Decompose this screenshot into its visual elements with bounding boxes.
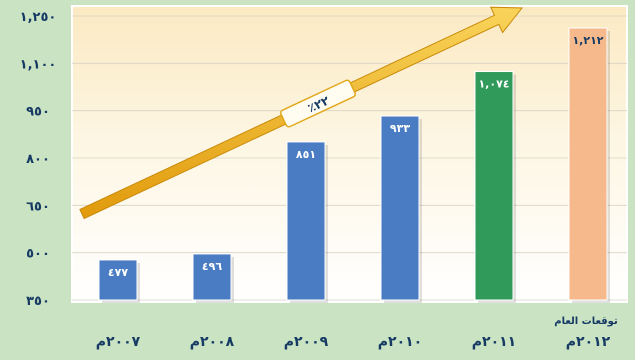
y-tick-label: ١,١٠٠ — [20, 57, 57, 72]
y-tick-label: ١,٢٥٠ — [20, 10, 57, 25]
x-axis-category-labels: ٢٠٠٧م ٢٠٠٨م ٢٠٠٩م ٢٠١٠م ٢٠١١م ٢٠١٢م — [96, 334, 611, 350]
y-tick-label: ٩٥٠ — [26, 105, 50, 120]
x-category-label: ٢٠١١م — [472, 334, 516, 350]
x-category-label: ٢٠٠٨م — [190, 334, 235, 350]
bar — [568, 27, 608, 301]
bar-value-label: ٩٣٣ — [390, 122, 410, 135]
x-category-label: ٢٠٠٩م — [284, 334, 329, 350]
y-axis-tick-labels: ٣٥٠ ٥٠٠ ٦٥٠ ٨٠٠ ٩٥٠ ١,١٠٠ ١,٢٥٠ — [20, 10, 57, 309]
bar-value-label: ١,٠٧٤ — [478, 78, 509, 91]
plot-area — [71, 5, 628, 303]
bar-value-label: ٤٩٦ — [202, 260, 222, 273]
x-category-label: ٢٠١٢م — [566, 334, 611, 350]
growth-arrow: ٪٢٢ — [79, 6, 524, 220]
bar — [286, 141, 326, 301]
bar — [98, 259, 138, 301]
bar — [192, 253, 232, 301]
value-labels: ٤٧٧ ٤٩٦ ٨٥١ ٩٣٣ ١,٠٧٤ ١,٢١٢ — [108, 34, 604, 279]
y-tick-label: ٥٠٠ — [26, 247, 50, 262]
bar-value-label: ٤٧٧ — [108, 266, 128, 279]
forecast-note: توقعات العام — [554, 316, 618, 327]
y-tick-label: ٨٠٠ — [26, 152, 50, 167]
bars — [98, 27, 610, 303]
bar — [380, 115, 420, 301]
bar-value-label: ١,٢١٢ — [572, 34, 603, 47]
bar — [474, 71, 514, 301]
x-category-label: ٢٠٠٧م — [96, 334, 141, 350]
y-tick-label: ٣٥٠ — [26, 294, 50, 309]
growth-label-box: ٪٢٢ — [280, 79, 356, 128]
growth-label-bg — [280, 79, 356, 128]
grid-lines — [72, 15, 627, 301]
bar-value-label: ٨٥١ — [296, 148, 316, 161]
x-category-label: ٢٠١٠م — [378, 334, 422, 350]
y-tick-label: ٦٥٠ — [26, 199, 50, 214]
